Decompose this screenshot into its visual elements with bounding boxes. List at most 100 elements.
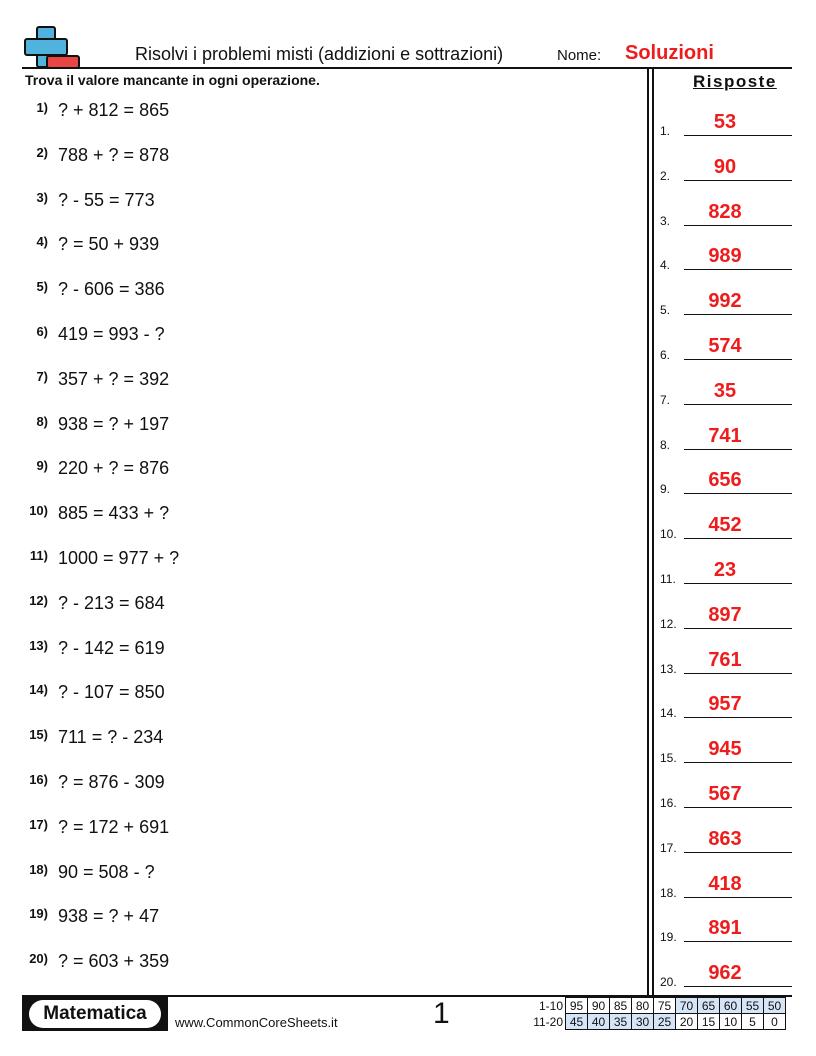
answer-value: 656 bbox=[708, 469, 742, 492]
answer-item: 12. 897 bbox=[660, 601, 792, 631]
answer-value: 574 bbox=[708, 335, 742, 357]
answer-item: 6. 574 bbox=[660, 332, 792, 362]
answer-value: 23 bbox=[713, 559, 737, 581]
answer-number: 11. bbox=[660, 572, 676, 586]
answer-number: 12. bbox=[660, 616, 677, 631]
problem-number: 5) bbox=[36, 279, 48, 295]
answer-line bbox=[684, 135, 792, 136]
problem-number: 2) bbox=[36, 144, 48, 160]
answer-value: 863 bbox=[708, 827, 742, 850]
score-cell: 15 bbox=[697, 1013, 720, 1030]
problem-item: 11) 1000 = 977 + ? bbox=[22, 548, 179, 569]
problem-number: 3) bbox=[36, 189, 48, 205]
answer-value: 567 bbox=[708, 783, 742, 805]
answer-value: 828 bbox=[708, 200, 742, 223]
answer-value: 897 bbox=[708, 603, 742, 626]
answer-item: 4. 989 bbox=[660, 242, 792, 272]
site-url: www.CommonCoreSheets.it bbox=[175, 1015, 338, 1030]
problem-number: 13) bbox=[29, 637, 48, 653]
problem-item: 4) ? = 50 + 939 bbox=[22, 234, 159, 255]
problem-number: 8) bbox=[36, 413, 48, 429]
score-cell: 20 bbox=[675, 1013, 698, 1030]
answer-line bbox=[684, 179, 792, 181]
answer-value: 452 bbox=[708, 514, 742, 537]
score-cell: 85 bbox=[609, 997, 632, 1014]
name-label: Nome: bbox=[557, 47, 602, 64]
score-cell: 65 bbox=[697, 997, 720, 1014]
answer-line bbox=[684, 269, 792, 271]
answer-item: 10. 452 bbox=[660, 511, 792, 541]
answer-value: 741 bbox=[708, 424, 742, 447]
answer-item: 11. 23 bbox=[660, 556, 792, 586]
problem-text: ? - 213 = 684 bbox=[58, 592, 165, 613]
answer-item: 1. 53 bbox=[660, 108, 792, 138]
score-cell: 25 bbox=[653, 1013, 676, 1030]
answer-item: 9. 656 bbox=[660, 466, 792, 496]
answer-number: 1. bbox=[660, 124, 671, 138]
problem-item: 12) ? - 213 = 684 bbox=[22, 592, 165, 614]
problem-number: 12) bbox=[29, 592, 48, 608]
answer-number: 9. bbox=[660, 482, 671, 497]
answer-line bbox=[684, 403, 792, 405]
problem-number: 15) bbox=[29, 727, 48, 743]
answer-item: 13. 761 bbox=[660, 646, 792, 676]
problem-item: 14) ? - 107 = 850 bbox=[22, 682, 165, 703]
answer-value: 891 bbox=[708, 917, 742, 940]
subject-badge-label: Matematica bbox=[29, 1000, 161, 1028]
problem-item: 18) 90 = 508 - ? bbox=[22, 861, 154, 883]
problem-number: 17) bbox=[29, 816, 48, 832]
column-divider bbox=[652, 68, 654, 996]
problem-item: 8) 938 = ? + 197 bbox=[22, 414, 169, 435]
problem-item: 20) ? = 603 + 359 bbox=[22, 951, 169, 972]
score-cell: 55 bbox=[741, 997, 764, 1014]
answer-item: 18. 418 bbox=[660, 870, 792, 900]
answer-value: 989 bbox=[708, 245, 742, 268]
score-row-label: 1-10 bbox=[538, 998, 563, 1013]
problem-text: ? - 55 = 773 bbox=[58, 189, 155, 210]
answer-number: 17. bbox=[660, 840, 677, 855]
problem-item: 13) ? - 142 = 619 bbox=[22, 637, 165, 659]
problem-number: 10) bbox=[29, 503, 48, 519]
answer-value: 957 bbox=[708, 693, 742, 716]
answer-value: 962 bbox=[708, 962, 742, 985]
problem-text: 220 + ? = 876 bbox=[58, 458, 170, 479]
answer-line bbox=[684, 717, 792, 719]
column-divider bbox=[647, 68, 649, 996]
problem-number: 14) bbox=[29, 682, 48, 698]
problem-text: ? = 50 + 939 bbox=[58, 234, 160, 255]
problem-item: 17) ? = 172 + 691 bbox=[22, 817, 169, 838]
answer-number: 2. bbox=[660, 168, 671, 183]
problem-item: 19) 938 = ? + 47 bbox=[22, 906, 159, 927]
answer-number: 15. bbox=[660, 751, 677, 766]
problem-item: 15) 711 = ? - 234 bbox=[22, 727, 163, 748]
problem-text: 885 = 433 + ? bbox=[58, 503, 170, 524]
score-cell: 40 bbox=[587, 1013, 610, 1030]
problem-number: 18) bbox=[29, 861, 48, 877]
score-cell: 0 bbox=[763, 1013, 786, 1030]
answer-number: 5. bbox=[660, 303, 671, 318]
answer-number: 18. bbox=[660, 885, 677, 900]
answer-line bbox=[684, 851, 792, 853]
score-cell: 90 bbox=[587, 997, 610, 1014]
instructions: Trova il valore mancante in ogni operazi… bbox=[25, 72, 320, 88]
problem-text: ? - 107 = 850 bbox=[58, 682, 165, 703]
problem-number: 4) bbox=[36, 234, 48, 250]
problem-number: 16) bbox=[29, 772, 48, 787]
answer-item: 5. 992 bbox=[660, 287, 792, 317]
answer-number: 14. bbox=[660, 706, 677, 721]
problem-text: 938 = ? + 197 bbox=[58, 413, 170, 434]
problem-number: 11) bbox=[29, 548, 48, 563]
score-cell: 10 bbox=[719, 1013, 742, 1030]
answers-title: Risposte bbox=[693, 72, 777, 91]
score-cell: 95 bbox=[565, 997, 588, 1014]
answer-line bbox=[684, 986, 792, 988]
answer-line bbox=[684, 359, 792, 360]
answer-number: 4. bbox=[660, 258, 671, 273]
answer-item: 16. 567 bbox=[660, 780, 792, 810]
worksheet-title: Risolvi i problemi misti (addizioni e so… bbox=[135, 44, 504, 64]
problem-text: ? + 812 = 865 bbox=[58, 100, 170, 120]
problem-text: ? - 142 = 619 bbox=[58, 637, 165, 658]
problem-number: 1) bbox=[36, 100, 48, 115]
score-cell: 30 bbox=[631, 1013, 654, 1030]
problem-text: ? - 606 = 386 bbox=[58, 279, 165, 300]
